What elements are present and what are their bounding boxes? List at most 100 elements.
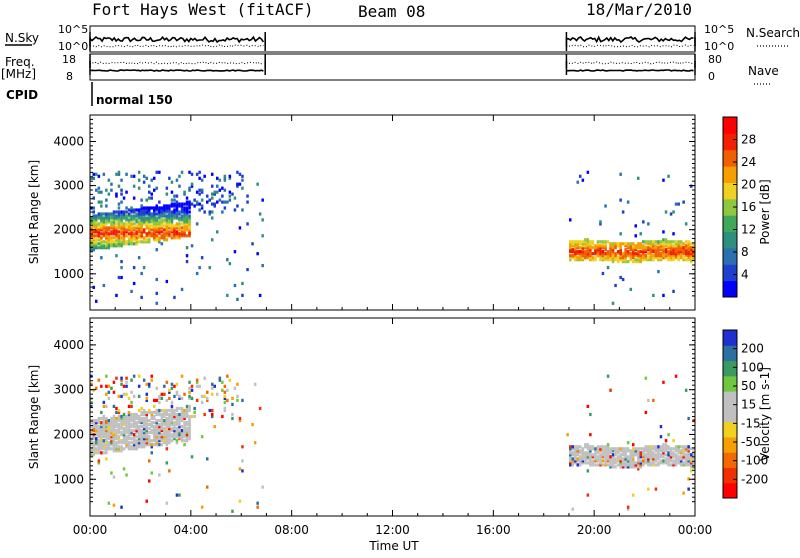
data-cell xyxy=(110,386,113,390)
data-cell xyxy=(160,224,164,228)
data-cell xyxy=(107,214,111,218)
data-cell xyxy=(110,230,113,234)
data-cell xyxy=(145,433,148,437)
data-cell xyxy=(596,445,600,449)
data-cell xyxy=(105,423,108,427)
data-cell xyxy=(223,188,227,192)
data-cell xyxy=(571,453,574,457)
data-cell xyxy=(629,453,632,457)
data-cell xyxy=(95,433,98,437)
data-cell xyxy=(112,216,116,220)
data-cell xyxy=(589,433,592,437)
data-cell xyxy=(644,246,648,250)
colorbar-swatch xyxy=(723,421,737,438)
data-cell xyxy=(92,244,95,248)
data-cell xyxy=(132,281,136,286)
data-cell xyxy=(652,256,655,260)
data-cell xyxy=(142,431,146,435)
data-cell xyxy=(611,246,615,250)
data-cell xyxy=(637,457,640,461)
velocity-ylabel: Slant Range [km] xyxy=(27,365,41,469)
data-cell xyxy=(654,459,658,463)
data-cell xyxy=(211,172,214,176)
data-cell xyxy=(206,200,209,204)
data-cell xyxy=(130,441,133,445)
data-cell xyxy=(200,204,204,208)
data-cell xyxy=(619,258,622,262)
data-cell xyxy=(211,386,214,390)
data-cell xyxy=(97,439,101,443)
data-cell xyxy=(140,212,143,216)
data-cell xyxy=(160,423,164,427)
data-cell xyxy=(211,412,214,417)
data-cell xyxy=(609,451,612,455)
data-cell xyxy=(188,414,191,419)
data-cell xyxy=(137,222,141,226)
data-cell xyxy=(223,174,227,178)
data-cell xyxy=(173,228,176,232)
data-cell xyxy=(112,449,116,453)
data-cell xyxy=(112,423,116,427)
data-cell xyxy=(188,210,191,214)
data-cell xyxy=(140,198,143,202)
data-cell xyxy=(122,433,126,437)
data-cell xyxy=(236,184,239,188)
colorbar-swatch xyxy=(723,482,737,499)
data-cell xyxy=(127,423,131,427)
data-cell xyxy=(586,461,590,465)
data-cell xyxy=(120,222,123,226)
data-cell xyxy=(140,412,143,417)
data-cell xyxy=(185,206,189,210)
data-cell xyxy=(122,421,126,425)
data-cell xyxy=(170,386,174,390)
data-cell xyxy=(261,234,264,238)
data-cell xyxy=(158,433,161,437)
data-cell xyxy=(180,208,184,212)
data-cell xyxy=(616,457,620,461)
data-cell xyxy=(112,429,116,433)
data-cell xyxy=(135,226,138,230)
data-cell xyxy=(604,449,607,453)
data-cell xyxy=(105,421,108,425)
data-cell xyxy=(107,228,111,232)
data-cell xyxy=(195,202,199,206)
data-cell xyxy=(140,416,143,421)
data-cell xyxy=(601,459,605,463)
data-cell xyxy=(150,220,153,224)
data-cell xyxy=(632,242,635,246)
data-cell xyxy=(155,291,158,295)
data-cell xyxy=(211,382,214,386)
data-cell xyxy=(208,210,211,214)
data-cell xyxy=(100,204,103,208)
data-cell xyxy=(682,246,685,250)
data-cell xyxy=(155,216,158,220)
data-cell xyxy=(165,431,169,435)
data-cell xyxy=(188,431,191,435)
data-cell xyxy=(132,238,136,242)
data-cell xyxy=(173,208,176,212)
data-cell xyxy=(659,242,663,246)
data-cell xyxy=(92,222,95,226)
data-cell xyxy=(107,437,111,441)
data-cell xyxy=(100,232,103,236)
data-cell xyxy=(155,208,158,212)
data-cell xyxy=(579,242,582,246)
data-cell xyxy=(127,232,131,236)
data-cell xyxy=(692,463,695,467)
data-cell xyxy=(606,250,610,254)
data-cell xyxy=(190,388,194,392)
data-cell xyxy=(175,216,179,220)
data-cell xyxy=(105,236,108,240)
data-cell xyxy=(644,410,648,415)
data-cell xyxy=(682,453,685,457)
data-cell xyxy=(115,449,118,453)
data-cell xyxy=(682,455,685,459)
data-cell xyxy=(102,439,106,443)
data-cell xyxy=(92,236,95,240)
data-cell xyxy=(188,419,191,423)
data-cell xyxy=(218,198,222,202)
data-cell xyxy=(95,419,98,423)
data-cell xyxy=(632,244,635,248)
data-cell xyxy=(657,254,660,258)
data-cell xyxy=(130,433,133,437)
